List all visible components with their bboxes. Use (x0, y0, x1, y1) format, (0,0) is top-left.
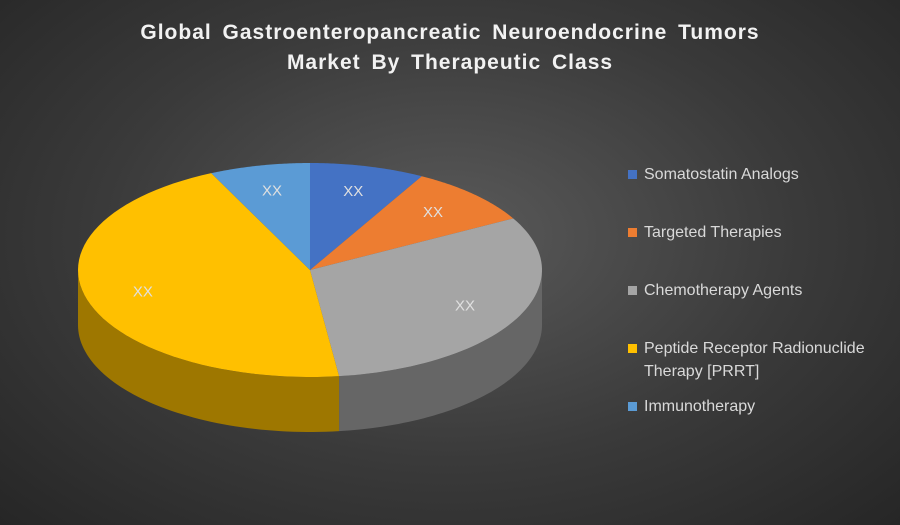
legend-swatch (628, 402, 637, 411)
data-label: XX (455, 297, 475, 314)
legend-label: Targeted Therapies (644, 224, 782, 241)
legend-swatch (628, 286, 637, 295)
legend-label: Somatostatin Analogs (644, 166, 799, 183)
legend-label: Immunotherapy (644, 398, 756, 415)
legend-swatch (628, 228, 637, 237)
legend-swatch (628, 170, 637, 179)
legend-label: Peptide Receptor Radionuclide Therapy [P… (644, 340, 865, 380)
slice-side (78, 270, 340, 432)
data-label: XX (262, 183, 282, 200)
legend-item: Targeted Therapies (628, 221, 898, 279)
legend-item: Chemotherapy Agents (628, 279, 898, 337)
slice (211, 163, 310, 270)
slice-side (339, 270, 542, 432)
chart-title: Global Gastroenteropancreatic Neuroendoc… (140, 21, 760, 74)
data-label: XX (423, 204, 443, 221)
legend: Somatostatin Analogs Targeted Therapies Ch… (628, 163, 898, 425)
legend-item: Somatostatin Analogs (628, 163, 898, 221)
legend-swatch (628, 344, 637, 353)
legend-item: Peptide Receptor Radionuclide Therapy [P… (628, 337, 898, 395)
data-label: XX (343, 183, 363, 200)
slice (310, 163, 422, 270)
slice (310, 218, 542, 377)
slice (78, 173, 340, 377)
legend-item: Immunotherapy (628, 395, 898, 425)
legend-label: Chemotherapy Agents (644, 282, 803, 299)
slice (310, 176, 514, 270)
data-label: XX (133, 283, 153, 300)
